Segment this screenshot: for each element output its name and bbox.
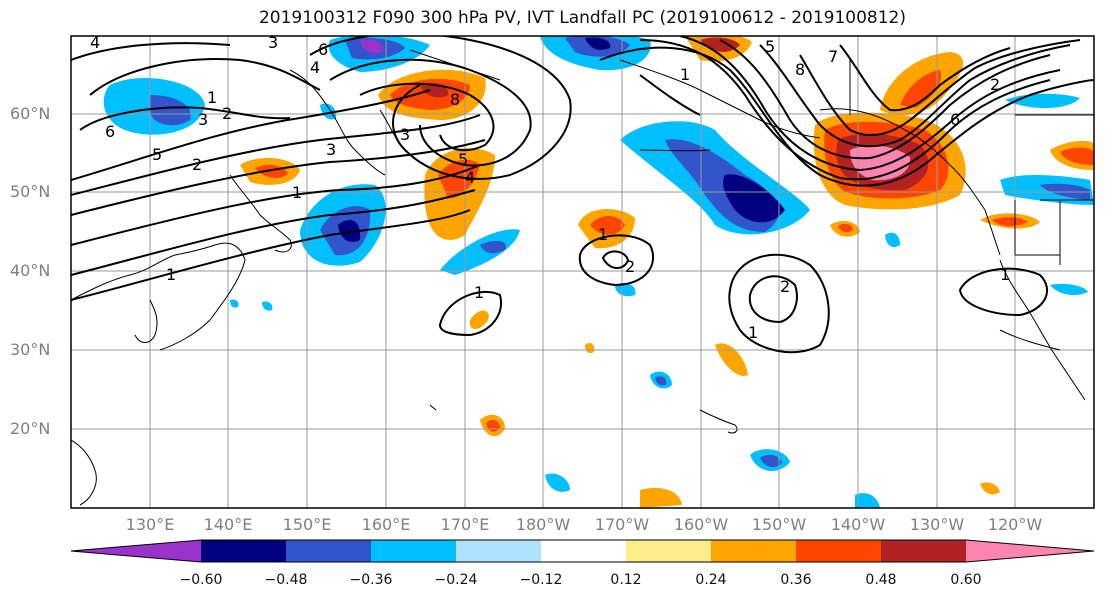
contour-label: 2 (780, 277, 790, 296)
contour-label: 1 (1000, 265, 1010, 284)
colorbar-segment (71, 540, 201, 562)
colorbar-tick-label: −0.12 (519, 572, 563, 588)
lon-label: 130°E (125, 515, 175, 534)
colorbar-tick-label: 0.24 (695, 572, 727, 588)
colorbar-segment (966, 540, 1094, 562)
contour-label: 1 (292, 183, 302, 202)
contour-label: 1 (680, 65, 690, 84)
colorbar-tick-label: −0.60 (179, 572, 223, 588)
colorbar-segment (456, 540, 541, 562)
lon-label: 130°W (909, 515, 965, 534)
plot-frame (70, 35, 1095, 509)
contour-label: 6 (318, 40, 328, 59)
lat-label: 60°N (10, 104, 51, 123)
lon-label: 150°W (751, 515, 807, 534)
lon-label: 140°E (203, 515, 253, 534)
colorbar-segment (711, 540, 796, 562)
contour-label: 8 (795, 60, 805, 79)
contour-label: 5 (765, 37, 775, 56)
lon-label: 140°W (830, 515, 886, 534)
colorbar-tick-label: −0.48 (264, 572, 308, 588)
colorbar-outline (70, 539, 1095, 563)
contour-label: 1 (166, 265, 176, 284)
colorbar-tick-label: 0.12 (610, 572, 642, 588)
lon-label: 150°E (282, 515, 332, 534)
lat-label: 50°N (10, 182, 51, 201)
colorbar-segment (796, 540, 881, 562)
colorbar-tick-label: 0.36 (780, 572, 812, 588)
contour-label: 2 (222, 104, 232, 123)
lon-label: 120°W (987, 515, 1043, 534)
contour-label: 1 (748, 323, 758, 342)
contour-label: 1 (207, 88, 217, 107)
lat-label: 30°N (10, 340, 51, 359)
colorbar-segment (626, 540, 711, 562)
colorbar-segment (286, 540, 371, 562)
gridlines (71, 36, 1094, 508)
colorbar-tick-label: −0.36 (349, 572, 393, 588)
contour-label: 6 (105, 122, 115, 141)
contour-label: 2 (192, 155, 202, 174)
contour-label: 6 (950, 110, 960, 129)
contour-label: 2 (625, 257, 635, 276)
colorbar-tick-label: 0.48 (865, 572, 897, 588)
colorbar-tick-label: 0.60 (950, 572, 982, 588)
contour-label: 8 (450, 90, 460, 109)
colorbar-tick-label: −0.24 (434, 572, 478, 588)
lon-label: 160°W (673, 515, 729, 534)
chart-title: 2019100312 F090 300 hPa PV, IVT Landfall… (258, 8, 906, 28)
contour-label: 3 (326, 140, 336, 159)
contour-label: 3 (400, 125, 410, 144)
colorbar-segment (881, 540, 966, 562)
colorbar (70, 539, 1095, 563)
lat-label: 20°N (10, 419, 51, 438)
contour-label: 5 (152, 145, 162, 164)
contour-label: 2 (990, 75, 1000, 94)
contour-label: 4 (90, 33, 100, 52)
contour-label: 4 (310, 58, 320, 77)
lon-label: 170°W (594, 515, 650, 534)
pv-anomaly-shading (103, 36, 1094, 508)
ivt-contours (71, 36, 1094, 354)
contour-label: 5 (458, 150, 468, 169)
lat-label: 40°N (10, 261, 51, 280)
lon-label: 180°W (515, 515, 571, 534)
colorbar-segment (371, 540, 456, 562)
contour-label: 3 (198, 110, 208, 129)
contour-label: 1 (598, 225, 608, 244)
lon-label: 170°E (440, 515, 490, 534)
colorbar-segment (201, 540, 286, 562)
contour-label: 7 (828, 47, 838, 66)
contour-label: 3 (268, 33, 278, 52)
colorbar-segment (541, 540, 626, 562)
lon-label: 160°E (361, 515, 411, 534)
contour-label: 4 (465, 168, 475, 187)
contour-label: 1 (474, 283, 484, 302)
contour-label-group: 4 3 6 4 1 2 3 6 5 2 1 1 3 8 5 4 1 5 7 8 … (90, 33, 1010, 342)
